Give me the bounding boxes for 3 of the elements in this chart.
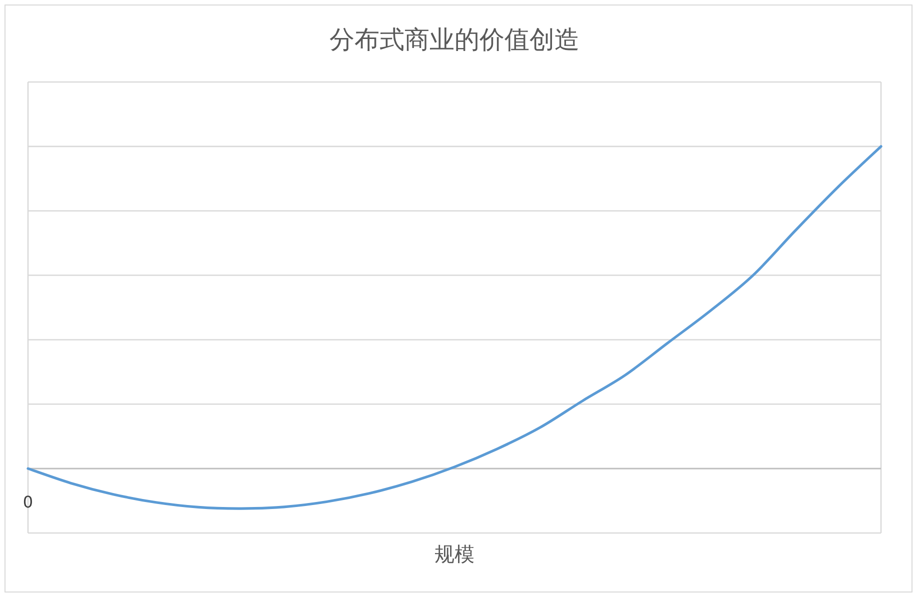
x-axis-title: 规模: [434, 542, 474, 566]
chart-title: 分布式商业的价值创造: [330, 25, 580, 54]
annotation: 0: [22, 492, 34, 512]
